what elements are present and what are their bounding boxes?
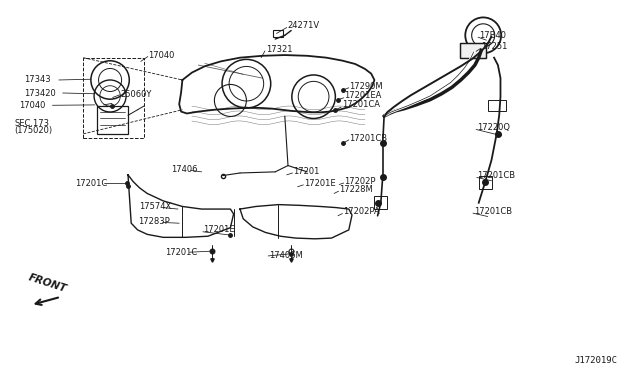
Text: 17574X: 17574X [140,202,172,211]
Bar [97,106,128,134]
Text: J172019C: J172019C [575,356,618,365]
Text: 17201CB: 17201CB [474,207,512,216]
Text: 17228M: 17228M [339,185,373,194]
Text: 17283P: 17283P [138,217,170,226]
Text: 17201CB: 17201CB [349,134,388,143]
Bar [460,43,486,58]
Bar [460,43,486,58]
Text: 17202PA: 17202PA [343,207,380,216]
Text: 17201CB: 17201CB [477,171,516,180]
Text: 17201C: 17201C [165,248,197,257]
Text: 17406: 17406 [172,165,198,174]
Text: 24271V: 24271V [287,21,319,30]
Text: 17201: 17201 [293,167,319,176]
Text: 17343: 17343 [24,75,51,84]
Text: SEC.173: SEC.173 [14,119,49,128]
Text: 25060Y: 25060Y [120,90,152,99]
Text: 17201E: 17201E [204,225,235,234]
Text: FRONT: FRONT [28,273,68,295]
Text: 17040: 17040 [148,51,175,60]
Text: 17201EA: 17201EA [344,92,381,100]
Text: 173420: 173420 [24,89,56,97]
Bar [83,58,144,138]
Text: 17B40: 17B40 [479,31,506,40]
Text: 17201E: 17201E [304,179,335,187]
Bar [374,196,387,209]
Text: 17220Q: 17220Q [477,123,510,132]
Text: 17251: 17251 [481,42,508,51]
Text: 17290M: 17290M [349,82,383,91]
Bar [479,176,492,189]
Text: 17406M: 17406M [269,251,303,260]
Bar [488,100,506,111]
Bar [273,30,283,37]
Text: 17321: 17321 [266,45,292,54]
Text: 17040: 17040 [19,101,45,110]
Text: 17201C: 17201C [76,179,108,187]
Text: 17202P: 17202P [344,177,376,186]
Text: 17201CA: 17201CA [342,100,380,109]
Text: (175020): (175020) [14,126,52,135]
